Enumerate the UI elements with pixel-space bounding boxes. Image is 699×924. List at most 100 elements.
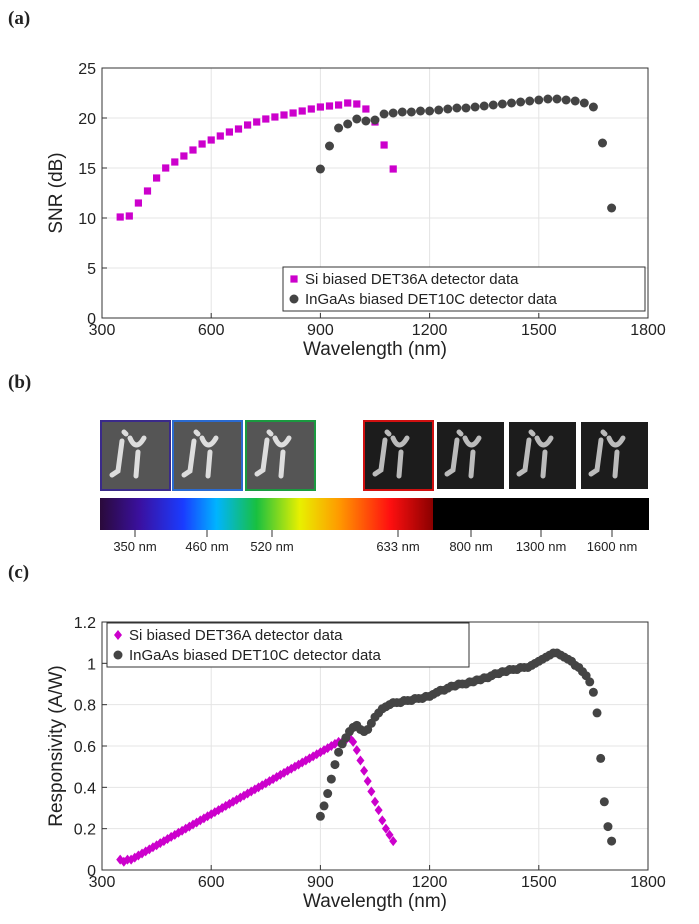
point xyxy=(385,829,394,840)
point xyxy=(397,107,407,117)
legend-box xyxy=(282,266,646,312)
point xyxy=(330,760,340,770)
point xyxy=(143,187,152,195)
point xyxy=(599,797,609,807)
point xyxy=(343,119,353,129)
x-tick-label: 900 xyxy=(307,322,334,339)
point xyxy=(479,101,489,111)
wavelength-label: 1300 nm xyxy=(516,539,567,554)
x-tick-label: 1800 xyxy=(630,322,666,339)
point xyxy=(349,736,358,747)
point xyxy=(125,212,133,220)
point xyxy=(389,836,398,847)
point xyxy=(262,115,270,123)
wavelength-label: 350 nm xyxy=(113,539,156,554)
point xyxy=(362,105,370,113)
point xyxy=(416,106,425,116)
y-axis-label: Responsivity (A/W) xyxy=(46,665,67,827)
point xyxy=(607,203,617,213)
point xyxy=(189,146,197,154)
point xyxy=(315,811,325,821)
point xyxy=(198,140,206,148)
y-tick-label: 25 xyxy=(78,61,96,78)
axes-frame xyxy=(101,67,649,319)
wavelength-label: 633 nm xyxy=(376,539,419,554)
legend-label: InGaAs biased DET10C detector data xyxy=(305,291,557,308)
image-glyph xyxy=(444,429,482,479)
point xyxy=(497,99,507,109)
point xyxy=(388,108,398,118)
point xyxy=(596,753,606,763)
y-tick-label: 15 xyxy=(78,161,96,178)
x-axis-label: Wavelength (nm) xyxy=(303,891,447,912)
point xyxy=(507,98,516,108)
image-strip: 350 nm 460 nm 520 nm 633 nm 800 nm 1300 nm 160… xyxy=(100,420,650,554)
point xyxy=(534,95,544,105)
axes-frame xyxy=(101,621,649,871)
point xyxy=(588,102,598,112)
point xyxy=(434,105,444,115)
spectrum-bar xyxy=(100,498,433,530)
point xyxy=(370,115,380,125)
image-glyph xyxy=(181,429,219,479)
point xyxy=(356,755,365,766)
x-tick-label: 900 xyxy=(307,874,334,891)
point xyxy=(334,123,344,133)
y-tick-label: 1 xyxy=(87,656,96,673)
image-glyph xyxy=(372,429,410,479)
image-glyph xyxy=(109,429,147,479)
wavelength-label: 460 nm xyxy=(185,539,228,554)
legend-marker xyxy=(114,630,122,640)
point xyxy=(588,687,598,697)
point xyxy=(525,96,535,106)
legend-label: Si biased DET36A detector data xyxy=(305,271,519,288)
point xyxy=(334,747,344,757)
point xyxy=(561,95,571,105)
point xyxy=(378,815,387,826)
point xyxy=(153,174,161,182)
x-tick-label: 1500 xyxy=(521,874,557,891)
point xyxy=(598,138,607,148)
point xyxy=(323,789,333,799)
point xyxy=(367,786,376,797)
x-tick-label: 1200 xyxy=(412,322,448,339)
y-tick-label: 0.6 xyxy=(74,739,96,756)
y-axis-label: SNR (dB) xyxy=(46,152,67,233)
point xyxy=(316,103,324,111)
point xyxy=(271,113,279,121)
wavelength-label: 800 nm xyxy=(449,539,492,554)
point xyxy=(307,105,315,113)
point xyxy=(552,94,562,104)
point xyxy=(298,107,306,115)
x-tick-label: 1800 xyxy=(630,874,666,891)
point xyxy=(380,141,388,149)
y-tick-label: 1.2 xyxy=(74,615,96,632)
point xyxy=(234,125,243,133)
point xyxy=(225,128,233,136)
y-tick-label: 5 xyxy=(87,261,96,278)
point xyxy=(381,823,390,834)
point xyxy=(603,822,613,832)
point xyxy=(443,104,453,114)
point xyxy=(253,118,261,126)
legend-box xyxy=(106,622,470,668)
y-tick-label: 0.2 xyxy=(74,822,96,839)
image-glyph xyxy=(588,429,626,479)
legend-label: Si biased DET36A detector data xyxy=(129,627,343,644)
x-tick-label: 1500 xyxy=(521,322,557,339)
point xyxy=(607,836,617,846)
wavelength-label: 1600 nm xyxy=(587,539,638,554)
point xyxy=(162,164,170,172)
point xyxy=(425,106,435,116)
legend-marker xyxy=(289,294,299,304)
x-tick-label: 1200 xyxy=(412,874,448,891)
point xyxy=(116,213,124,221)
y-tick-label: 0 xyxy=(87,311,96,328)
wavelength-label: 520 nm xyxy=(250,539,293,554)
point xyxy=(319,801,329,811)
point xyxy=(216,132,224,140)
point xyxy=(516,97,526,107)
point xyxy=(207,136,215,144)
y-tick-label: 10 xyxy=(78,211,96,228)
